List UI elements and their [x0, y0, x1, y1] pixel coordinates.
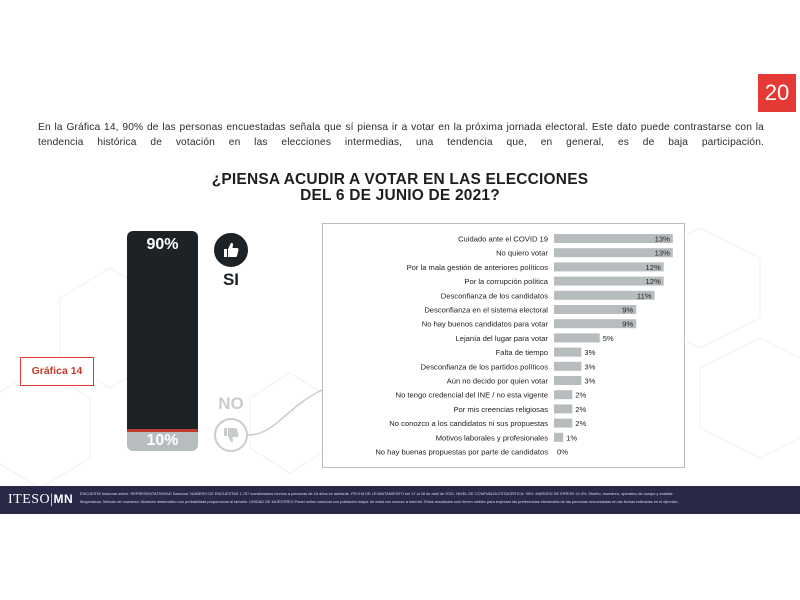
footer-logo-separator: | [50, 492, 54, 507]
reason-value-label: 11% [637, 291, 652, 300]
page-number: 20 [758, 74, 796, 112]
reason-bar [554, 390, 573, 400]
reason-label: Falta de tiempo [496, 348, 548, 357]
footer: ITESO|MN ENCUESTA Nacional online. REPRE… [0, 486, 800, 514]
reason-label: No tengo credencial del INE / no esta vi… [396, 391, 548, 400]
reason-value-label: 3% [584, 362, 595, 371]
no-percentage: 10% [146, 432, 179, 449]
reason-label: Desconfianza en el sistema electoral [424, 306, 548, 315]
figure-label: Gráfica 14 [20, 357, 94, 386]
no-bar [127, 432, 198, 451]
reason-label: Desconfianza de los partidos políticos [421, 362, 549, 371]
reason-value-label: 2% [575, 419, 586, 428]
reason-value-label: 2% [575, 405, 586, 414]
thumbs-up-icon [214, 233, 248, 267]
reason-value-label: 2% [575, 391, 586, 400]
reason-value-label: 13% [655, 249, 670, 258]
reason-label: Cuidado ante el COVID 19 [458, 235, 548, 244]
thumbs-down-icon [214, 418, 248, 452]
reason-label: No hay buenos candidatos para votar [422, 320, 549, 329]
reason-value-label: 3% [584, 348, 595, 357]
reason-bar [554, 361, 582, 371]
chart-title-line-1: ¿PIENSA ACUDIR A VOTAR EN LAS ELECCIONES [211, 171, 589, 188]
reason-label: No conozco a los candidatos ni sus propu… [389, 419, 548, 428]
reason-value-label: 5% [603, 334, 614, 343]
reason-value-label: 9% [622, 320, 633, 329]
reason-value-label: 12% [646, 263, 661, 272]
footer-methodology: ENCUESTA Nacional online. REPRESENTATIVI… [80, 490, 794, 506]
reason-bar [554, 290, 655, 300]
reason-bar [554, 333, 600, 343]
reason-bar [554, 305, 637, 314]
bar-divider [127, 429, 198, 432]
reason-value-label: 0% [557, 448, 568, 457]
reason-bar [554, 404, 573, 414]
slide: 20 En la Gráfica 14, 90% de las personas… [0, 68, 800, 514]
reason-bar [554, 276, 664, 286]
reason-label: No quiero votar [496, 249, 548, 258]
footer-line-1: ENCUESTA Nacional online. REPRESENTATIVI… [80, 491, 674, 496]
reason-value-label: 9% [622, 306, 633, 315]
reason-bar [554, 319, 637, 329]
reason-bar [554, 262, 664, 272]
chart-title-line-2: DEL 6 DE JUNIO DE 2021? [300, 187, 500, 204]
reason-value-label: 12% [646, 277, 661, 286]
chart-title: ¿PIENSA ACUDIR A VOTAR EN LAS ELECCIONES… [170, 172, 630, 204]
reason-label: Motivos laborales y profesionales [436, 433, 548, 442]
reasons-bars-svg: Cuidado ante el COVID 19 13% No quiero vot… [375, 234, 673, 457]
reason-label: Desconfianza de los candidatos [441, 291, 548, 300]
reason-label: No hay buenas propuestas por parte de ca… [375, 448, 548, 457]
reason-label: Por la mala gestión de anteriores políti… [407, 263, 549, 272]
footer-logo-text: ITESO [8, 492, 51, 507]
reason-label: Aún no decido por quien votar [447, 377, 549, 386]
reason-value-label: 1% [566, 433, 577, 442]
reason-value-label: 13% [655, 235, 670, 244]
reason-bar [554, 418, 573, 428]
reason-value-label: 3% [584, 377, 595, 386]
footer-logo: ITESO|MN [8, 492, 73, 508]
footer-line-2: Mugendicus. Método de muestreo: Aleatori… [80, 499, 679, 504]
reason-bar [554, 347, 582, 357]
reason-bar [554, 432, 564, 442]
footer-logo-suffix: MN [53, 492, 74, 506]
reason-bar [554, 248, 673, 258]
yes-percentage: 90% [146, 236, 179, 253]
reason-label: Por mis creencias religiosas [453, 405, 548, 414]
reason-bar [554, 376, 582, 385]
reason-label: Por la corrupción política [464, 277, 548, 286]
reasons-chart: Cuidado ante el COVID 19 13% No quiero vot… [322, 223, 685, 468]
reason-label: Lejanía del lugar para votar [456, 334, 549, 343]
yes-label: SI [222, 270, 240, 289]
no-label: NO [218, 394, 244, 413]
intro-paragraph: En la Gráfica 14, 90% de las personas en… [38, 122, 764, 148]
reason-bar [554, 234, 673, 243]
yes-bar [127, 231, 198, 434]
